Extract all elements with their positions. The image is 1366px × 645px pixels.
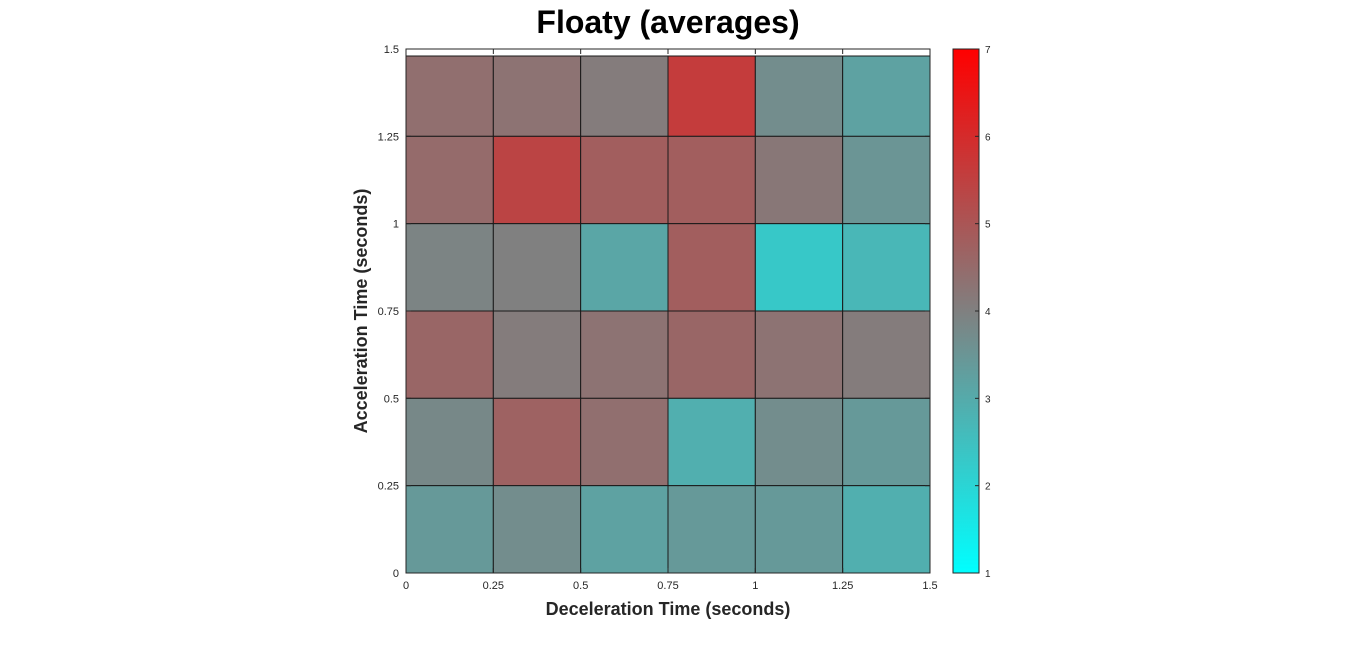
heatmap-cell	[842, 485, 931, 574]
colorbar-gradient	[952, 48, 980, 574]
heatmap-cell	[754, 397, 844, 487]
heatmap-cell	[667, 223, 756, 312]
x-tick-label: 0.5	[573, 580, 588, 592]
heatmap-cell	[492, 223, 582, 312]
y-tick-label: 1.25	[378, 131, 399, 143]
heatmap-cell	[492, 135, 582, 225]
heatmap-cell	[492, 55, 582, 137]
heatmap-cell	[492, 485, 582, 574]
y-tick-label: 0	[393, 568, 399, 580]
x-tick-label: 0	[403, 580, 409, 592]
heatmap-cell	[580, 223, 669, 312]
y-tick-label: 0.25	[378, 481, 399, 493]
plot-axes: 0 0.25 0.5 0.75 1 1.25 1.5 0 0.25 0.5 0.75 1 1.25 1.5	[378, 44, 938, 592]
heatmap-cell	[754, 55, 844, 137]
heatmap-cell	[580, 485, 669, 574]
colorbar-tick-label: 7	[985, 45, 991, 56]
colorbar-tick-label: 1	[985, 569, 991, 580]
heatmap-cell	[842, 397, 931, 487]
y-tick-label: 0.75	[378, 306, 399, 318]
y-tick-label: 0.5	[384, 393, 399, 405]
heatmap-cell	[405, 310, 494, 399]
heatmap-cell	[492, 397, 582, 487]
colorbar: 1 2 3 4 5 6 7	[952, 45, 991, 580]
heatmap-cell	[580, 55, 669, 137]
heatmap-cell	[667, 55, 756, 137]
heatmap-cell	[580, 310, 669, 399]
chart-title: Floaty (averages)	[536, 4, 799, 40]
colorbar-tick-label: 4	[985, 307, 991, 318]
heatmap-cell	[842, 223, 931, 312]
heatmap-cell	[754, 135, 844, 225]
heatmap-cell	[754, 310, 844, 399]
x-tick-label: 0.25	[483, 580, 504, 592]
heatmap-cell	[842, 135, 931, 225]
heatmap-cell	[405, 485, 494, 574]
colorbar-tick-label: 6	[985, 132, 991, 143]
x-tick-label: 1	[752, 580, 758, 592]
heatmap-cell	[754, 485, 844, 574]
heatmap-cell	[492, 310, 582, 399]
heatmap-cell	[405, 223, 494, 312]
heatmap-cell	[667, 135, 756, 225]
heatmap-cell	[842, 55, 931, 137]
heatmap-cell	[405, 135, 494, 225]
heatmap-cell	[667, 397, 756, 487]
heatmap-cell	[580, 397, 669, 487]
colorbar-tick-label: 3	[985, 394, 991, 405]
heatmap-cells	[405, 55, 931, 574]
colorbar-tick-label: 5	[985, 220, 991, 231]
heatmap-cell	[667, 485, 756, 574]
x-axis-title: Deceleration Time (seconds)	[546, 599, 791, 619]
y-axis-title: Acceleration Time (seconds)	[351, 189, 371, 434]
heatmap-cell	[667, 310, 756, 399]
heatmap-cell	[405, 397, 494, 487]
x-tick-label: 0.75	[657, 580, 678, 592]
heatmap-cell	[580, 135, 669, 225]
y-tick-label: 1	[393, 219, 399, 231]
heatmap-cell	[842, 310, 931, 399]
y-tick-label: 1.5	[384, 44, 399, 56]
heatmap-cell	[754, 223, 844, 312]
x-tick-label: 1.5	[922, 580, 937, 592]
heatmap-cell	[405, 55, 494, 137]
x-tick-label: 1.25	[832, 580, 853, 592]
colorbar-tick-label: 2	[985, 482, 991, 493]
